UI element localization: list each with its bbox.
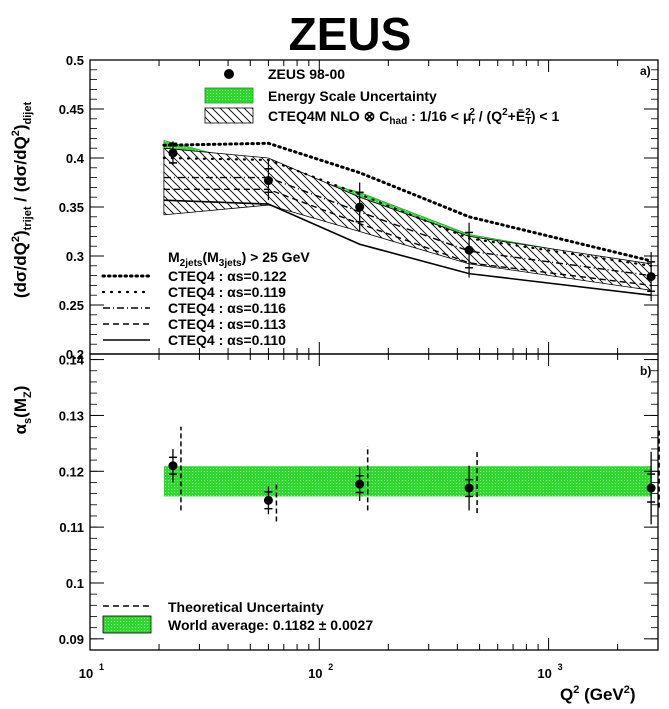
point-b-3 [464,483,474,493]
point-b-1 [263,495,273,505]
legend-label-series-4: CTEQ4 : αs=0.110 [168,332,286,348]
point-b-4 [646,483,656,493]
panel-a-legend: ZEUS 98-00 Energy Scale Uncertainty CTEQ… [204,66,559,127]
xtick-label: 10 [308,666,322,681]
panel-b-label: b) [640,364,651,378]
point-a-4 [646,272,656,282]
ytick-label: 0.13 [59,408,84,423]
panel-b-frame [89,353,659,651]
ytick-label: 0.4 [66,151,85,166]
legend-label-series-3: CTEQ4 : αs=0.113 [168,316,286,332]
legend-world-label: World average: 0.1182 ± 0.0027 [168,617,373,633]
point-a-0 [168,148,178,158]
point-a-1 [263,176,273,186]
panel-b-y-ticks: 0.09 0.1 0.11 0.12 0.13 0.14 [59,353,658,647]
point-a-2 [355,202,365,212]
ytick-label: 0.2 [66,347,84,362]
cut-label: M2jets(M3jets) > 25 GeV [168,249,310,269]
ytick-label: 0.25 [59,298,84,313]
world-average-area [163,466,652,497]
xtick-exponent: 1 [99,662,104,672]
ytick-label: 0.14 [59,353,85,368]
legend-data-marker [224,69,234,79]
panel-a-ylabel: (dσ/dQ2)trijet / (dσ/dQ2)dijet [10,102,34,299]
panel-b-x-ticks: 10 1 10 2 10 3 [79,354,659,681]
ytick-label: 0.1 [66,576,84,591]
xtick-exponent: 3 [558,662,563,672]
ytick-label: 0.45 [59,102,84,117]
panel-b-ylabel: αs(MZ) [11,386,34,435]
legend-band-swatch [204,87,254,104]
ytick-label: 0.12 [59,464,84,479]
ytick-label: 0.3 [66,249,84,264]
point-a-3 [464,245,474,255]
legend-world-swatch [102,615,152,634]
point-b-2 [355,479,365,489]
ytick-label: 0.11 [59,520,84,535]
xtick-exponent: 2 [328,662,333,672]
zeus-data-points [168,141,656,302]
legend-data-label: ZEUS 98-00 [268,66,345,82]
panel-b: 0.09 0.1 0.11 0.12 0.13 0.14 10 1 10 2 10 3 b) αs(… [11,353,660,704]
ytick-label: 0.09 [59,632,84,647]
ytick-label: 0.5 [66,53,84,68]
alpha-s-points [168,426,660,525]
curve-series-0 [162,141,653,263]
ytick-label: 0.35 [59,200,84,215]
legend-label-series-2: CTEQ4 : αs=0.116 [168,300,286,316]
point-b-0 [168,461,178,471]
panel-a-label: a) [640,64,651,78]
legend-label-series-0: CTEQ4 : αs=0.122 [168,268,287,284]
chart-title: ZEUS [289,8,412,60]
xtick-label: 10 [537,666,551,681]
xtick-label: 10 [79,666,93,681]
panel-a-alpha-legend: M2jets(M3jets) > 25 GeV CTEQ4 : αs=0.122… [101,249,310,348]
x-axis-label: Q2 (GeV2) [560,684,636,704]
curve-series-4 [163,199,652,296]
legend-band-label: Energy Scale Uncertainty [268,88,437,104]
legend-hatch-label: CTEQ4M NLO ⊗ Chad : 1/16 < μr2 / (Q2+ĒT2… [268,107,559,127]
panel-a-x-ticks [89,60,659,354]
panel-a-y-ticks: 0.2 0.25 0.3 0.35 0.4 0.45 0.5 [59,53,658,362]
panel-b-legend: Theoretical Uncertainty World average: 0… [102,599,373,634]
world-average-band [163,466,652,497]
legend-label-series-1: CTEQ4 : αs=0.119 [168,284,286,300]
panel-a: 0.2 0.25 0.3 0.35 0.4 0.45 0.5 a) (dσ/dQ2)trij… [10,53,659,362]
legend-hatch-swatch [204,107,254,124]
legend-theory-label: Theoretical Uncertainty [168,599,324,615]
